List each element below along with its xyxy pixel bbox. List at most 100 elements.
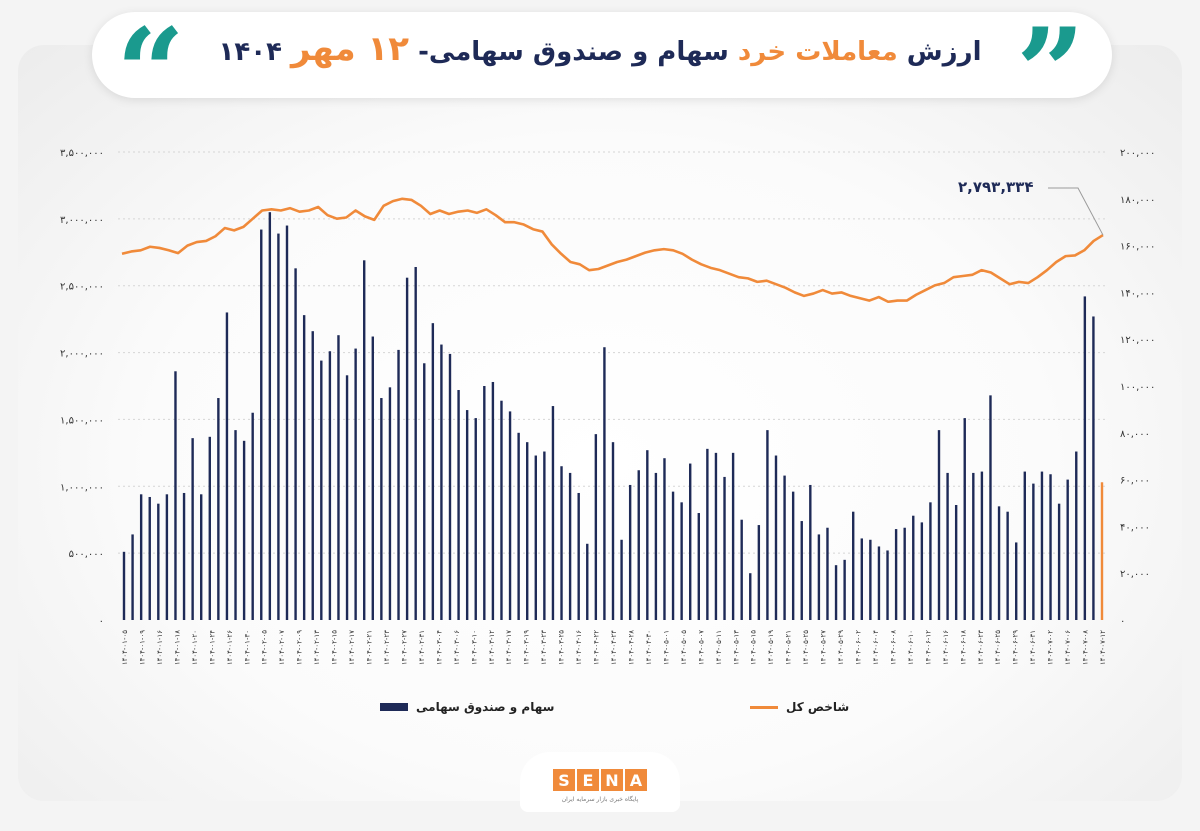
bar bbox=[611, 442, 615, 620]
x-tick-label: ۱۴۰۴-۰۱-۰۹ bbox=[138, 630, 146, 665]
bar bbox=[783, 475, 786, 620]
bar bbox=[1006, 511, 1009, 620]
bar bbox=[139, 494, 143, 620]
x-tick-label: ۱۴۰۴-۰۵-۰۷ bbox=[697, 630, 705, 665]
x-tick-label: ۱۴۰۴-۰۲-۰۷ bbox=[278, 630, 286, 665]
x-tick-label: ۱۴۰۴-۰۲-۱۳ bbox=[313, 630, 321, 665]
x-tick-label: ۱۴۰۴-۰۶-۱۰ bbox=[907, 630, 915, 665]
y-left-tick-label: ۲,۵۰۰,۰۰۰ bbox=[60, 282, 104, 293]
legend-bars: سهام و صندوق سهامی bbox=[380, 697, 554, 717]
bar bbox=[345, 375, 349, 620]
bar bbox=[251, 412, 254, 620]
x-tick-label: ۱۴۰۴-۰۳-۱۹ bbox=[523, 630, 531, 665]
y-right-tick-label: ۱۰۰,۰۰۰ bbox=[1120, 382, 1155, 393]
bar bbox=[749, 573, 752, 620]
x-tick-label: ۱۴۰۴-۰۷-۰۶ bbox=[1064, 630, 1072, 665]
bar bbox=[465, 410, 469, 620]
bar bbox=[954, 505, 958, 620]
bar bbox=[122, 551, 126, 620]
index-line bbox=[121, 197, 1104, 304]
bar bbox=[517, 432, 520, 620]
x-tick-label: ۱۴۰۴-۰۵-۱۵ bbox=[750, 630, 758, 665]
logo-letter-e: E bbox=[577, 769, 599, 791]
bar bbox=[1075, 451, 1078, 620]
x-tick-label: ۱۴۰۴-۰۶-۲۹ bbox=[1012, 630, 1020, 665]
bar bbox=[869, 539, 872, 620]
last-value-annotation: ۲,۷۹۳,۳۳۴ bbox=[958, 178, 1034, 196]
logo-container bbox=[520, 752, 680, 812]
bar bbox=[800, 521, 803, 620]
x-tick-label: ۱۴۰۴-۰۵-۰۵ bbox=[680, 630, 688, 665]
x-tick-label: ۱۴۰۴-۰۶-۲۵ bbox=[994, 630, 1002, 665]
bar bbox=[1049, 474, 1052, 620]
bar bbox=[877, 546, 881, 620]
bar bbox=[826, 527, 829, 620]
bar bbox=[354, 348, 357, 620]
x-tick-label: ۱۴۰۴-۰۳-۱۰ bbox=[470, 630, 478, 665]
bar bbox=[328, 351, 332, 620]
bar bbox=[208, 436, 211, 620]
x-tick-label: ۱۴۰۴-۰۳-۰۶ bbox=[453, 630, 461, 665]
x-tick-label: ۱۴۰۴-۰۵-۱۹ bbox=[767, 630, 775, 665]
bar bbox=[491, 381, 495, 620]
bar bbox=[200, 494, 203, 620]
logo-letter-n: N bbox=[601, 769, 623, 791]
y-right-tick-label: ۲۰,۰۰۰ bbox=[1120, 569, 1150, 580]
bar bbox=[191, 438, 194, 620]
y-right-tick-label: ۴۰,۰۰۰ bbox=[1120, 522, 1150, 533]
bar bbox=[277, 233, 280, 620]
page-title: ارزش معاملات خرد سهام و صندوق سهامی- ۱۲ … bbox=[180, 24, 1020, 74]
chart-card bbox=[18, 45, 1182, 801]
bar bbox=[603, 347, 606, 620]
x-tick-label: ۱۴۰۴-۰۵-۱۳ bbox=[732, 630, 740, 665]
y-right-tick-label: ۲۰۰,۰۰۰ bbox=[1120, 148, 1155, 159]
x-tick-label: ۱۴۰۴-۰۲-۰۵ bbox=[261, 630, 269, 665]
title-part-1: ارزش bbox=[906, 37, 982, 67]
bar bbox=[1066, 479, 1069, 620]
bar bbox=[174, 371, 177, 620]
x-tick-label: ۱۴۰۴-۰۷-۱۲ bbox=[1099, 630, 1107, 665]
bar bbox=[457, 390, 460, 620]
bar bbox=[860, 538, 863, 620]
y-right-tick-label: ۰ bbox=[1120, 616, 1125, 627]
bar bbox=[431, 323, 435, 620]
bar bbox=[980, 471, 984, 620]
x-tick-label: ۱۴۰۴-۰۳-۲۳ bbox=[540, 630, 548, 665]
bar bbox=[448, 353, 452, 620]
bar bbox=[217, 398, 220, 620]
bar bbox=[972, 472, 975, 620]
x-tick-label: ۱۴۰۴-۰۷-۰۸ bbox=[1082, 630, 1090, 665]
x-tick-label: ۱۴۰۴-۰۶-۲۳ bbox=[977, 630, 985, 665]
bar bbox=[920, 522, 924, 620]
bar bbox=[843, 559, 846, 620]
y-left-tick-label: ۰ bbox=[99, 616, 104, 627]
bar bbox=[689, 463, 692, 620]
bar bbox=[560, 466, 563, 620]
bar bbox=[1040, 471, 1044, 620]
bar bbox=[809, 484, 812, 620]
bar bbox=[414, 266, 417, 620]
x-tick-label: ۱۴۰۴-۰۴-۲۴ bbox=[610, 630, 618, 665]
bar bbox=[929, 502, 932, 620]
bar bbox=[363, 260, 366, 620]
bar bbox=[757, 525, 761, 620]
bar bbox=[774, 455, 778, 620]
bar bbox=[508, 411, 512, 620]
left-quote-icon: “ bbox=[116, 2, 186, 143]
bar bbox=[1100, 482, 1104, 620]
x-tick-label: ۱۴۰۴-۰۲-۳۱ bbox=[418, 630, 426, 665]
legend-bars-swatch bbox=[380, 703, 408, 711]
x-tick-label: ۱۴۰۴-۰۱-۲۰ bbox=[191, 630, 199, 665]
x-tick-label: ۱۴۰۴-۰۴-۲۸ bbox=[627, 630, 635, 665]
title-bar bbox=[92, 12, 1112, 98]
bar bbox=[526, 442, 529, 620]
x-tick-label: ۱۴۰۴-۰۴-۱۶ bbox=[575, 630, 583, 665]
y-left-tick-label: ۵۰۰,۰۰۰ bbox=[69, 549, 104, 560]
bar bbox=[852, 511, 855, 620]
x-tick-label: ۱۴۰۴-۰۲-۱۷ bbox=[348, 630, 356, 665]
bar bbox=[834, 565, 838, 620]
x-tick-label: ۱۴۰۴-۰۳-۱۲ bbox=[488, 630, 496, 665]
title-part-3: سهام و صندوق سهامی- bbox=[418, 37, 729, 67]
x-tick-label: ۱۴۰۴-۰۲-۲۱ bbox=[366, 630, 374, 665]
